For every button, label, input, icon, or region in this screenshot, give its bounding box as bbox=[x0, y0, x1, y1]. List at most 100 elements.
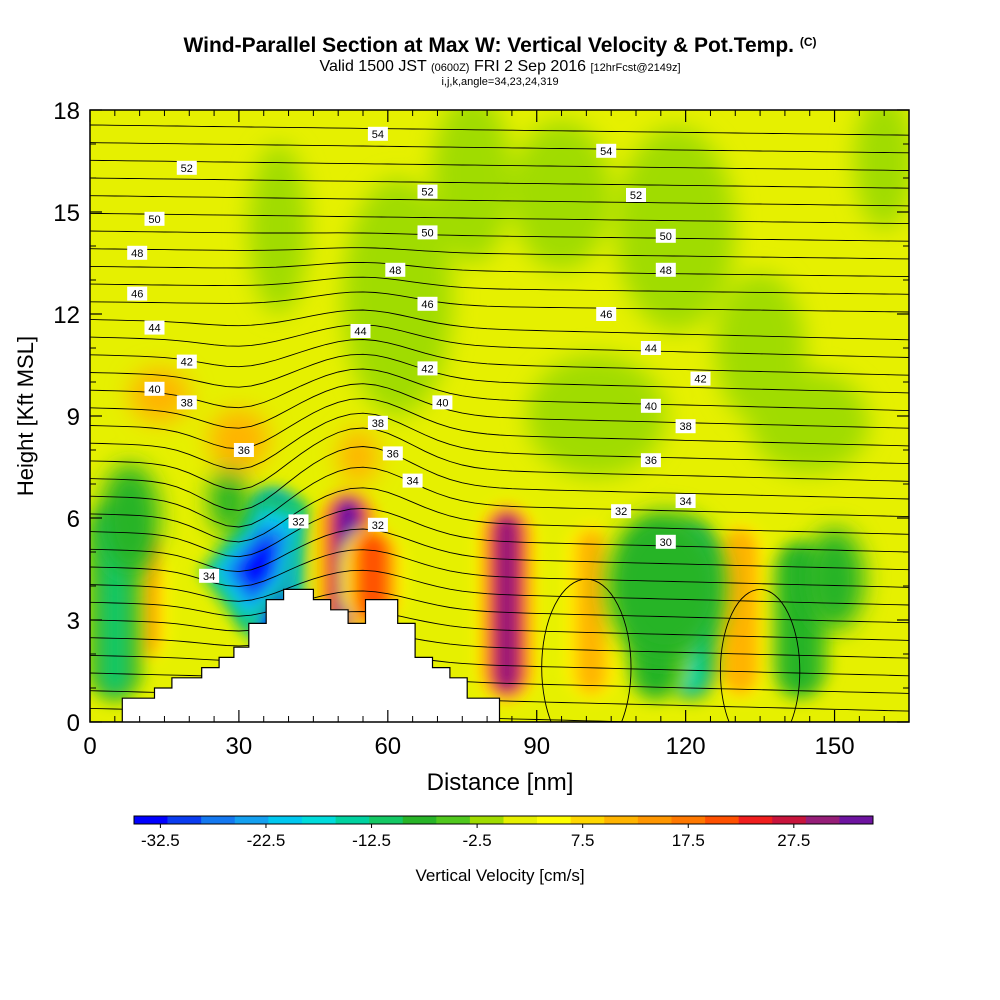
theta-contour-line bbox=[90, 309, 909, 341]
valid-time: Valid 1500 JST bbox=[319, 58, 427, 75]
x-tick-label: 30 bbox=[226, 733, 253, 760]
valid-date: FRI 2 Sep 2016 bbox=[473, 58, 587, 75]
colorbar-segment bbox=[469, 816, 504, 824]
contour-label-box bbox=[675, 494, 696, 508]
theta-contour-line bbox=[90, 291, 909, 313]
contour-label-text: 38 bbox=[372, 418, 384, 430]
contour-label-box bbox=[176, 354, 197, 369]
field-slant-layer bbox=[199, 490, 309, 634]
contour-label: 50 bbox=[655, 228, 676, 243]
theta-contour-line bbox=[90, 466, 909, 528]
x-tick-label: 90 bbox=[523, 733, 550, 760]
contour-label: 52 bbox=[176, 160, 197, 175]
theta-contour-line bbox=[90, 412, 909, 470]
contour-label-box bbox=[176, 160, 197, 175]
theta-contour-line bbox=[90, 398, 909, 450]
weak-downdraft-patch bbox=[526, 354, 666, 478]
theta-contour-line bbox=[90, 611, 909, 641]
updraft-patch bbox=[209, 409, 269, 471]
contour-label-text: 52 bbox=[421, 187, 433, 199]
velocity-core bbox=[729, 531, 752, 692]
contour-label-box bbox=[596, 143, 617, 158]
contour-label-text: 46 bbox=[131, 289, 143, 301]
contour-label-text: 48 bbox=[389, 265, 401, 277]
colorbar-segment bbox=[369, 816, 404, 824]
contour-label: 44 bbox=[144, 320, 165, 335]
contour-label-box bbox=[690, 371, 711, 386]
contour-label-text: 44 bbox=[148, 323, 160, 335]
contour-label-box bbox=[675, 419, 696, 434]
contour-label: 52 bbox=[626, 188, 646, 202]
colorbar-segment bbox=[839, 816, 874, 824]
downdraft-patch bbox=[209, 467, 249, 535]
x-axis-title: Distance [nm] bbox=[427, 769, 574, 796]
contour-label: 40 bbox=[640, 398, 661, 413]
contour-label-text: 42 bbox=[421, 363, 433, 375]
contour-label-text: 48 bbox=[131, 248, 143, 260]
contour-label-text: 36 bbox=[645, 455, 657, 467]
theta-contour-line bbox=[90, 276, 909, 295]
contour-label-text: 40 bbox=[436, 397, 448, 409]
contour-label-box bbox=[385, 262, 406, 277]
chart-subtitle: Valid 1500 JST (0600Z) FRI 2 Sep 2016 [1… bbox=[0, 58, 1000, 76]
contour-label: 34 bbox=[675, 494, 696, 508]
colorbar-segment bbox=[436, 816, 471, 824]
contour-label-text: 32 bbox=[372, 520, 384, 532]
contour-label: 34 bbox=[402, 473, 423, 488]
contour-label: 48 bbox=[655, 262, 676, 277]
colorbar-segment bbox=[301, 816, 336, 824]
grid-indices: i,j,k,angle=34,23,24,319 bbox=[441, 76, 559, 88]
colorbar-segment bbox=[604, 816, 639, 824]
contour-label-text: 40 bbox=[148, 384, 160, 396]
y-tick-label: 18 bbox=[53, 98, 80, 125]
contour-label-box bbox=[417, 296, 438, 311]
contour-label-box bbox=[233, 443, 254, 457]
forecast-info: [12hrFcst@2149z] bbox=[590, 62, 681, 74]
contour-label: 34 bbox=[199, 568, 220, 583]
weak-downdraft-patch bbox=[248, 144, 309, 314]
colorbar-segment bbox=[805, 816, 840, 824]
contour-label-box bbox=[417, 225, 438, 240]
theta-contour-line bbox=[90, 261, 909, 278]
colorbar-segment bbox=[268, 816, 303, 824]
contour-label-text: 40 bbox=[645, 401, 657, 413]
colorbar: -32.5 -22.5 -12.5 -2.5 7.5 17.5 27.5 bbox=[133, 815, 874, 850]
contour-label-box bbox=[432, 395, 453, 410]
colorbar-tick-label: -22.5 bbox=[247, 831, 286, 850]
contour-label: 36 bbox=[233, 443, 254, 457]
theta-contour-line bbox=[90, 247, 909, 260]
contour-label-box bbox=[350, 324, 371, 338]
contour-label-box bbox=[640, 341, 661, 355]
theta-contour-line bbox=[90, 507, 909, 558]
contour-label-text: 42 bbox=[694, 374, 706, 386]
weak-downdraft-patch bbox=[750, 371, 870, 474]
theta-contour-line bbox=[90, 353, 909, 394]
colorbar-title: Vertical Velocity [cm/s] bbox=[415, 866, 584, 885]
theta-contour-line bbox=[90, 177, 909, 189]
contour-label-box bbox=[596, 307, 617, 321]
contour-label-box bbox=[655, 534, 676, 549]
theta-contour-line bbox=[90, 528, 909, 573]
contour-label: 54 bbox=[367, 126, 388, 141]
weak-downdraft-patch bbox=[432, 110, 512, 263]
y-tick-label: 3 bbox=[67, 608, 80, 635]
x-tick-label: 120 bbox=[666, 733, 706, 760]
colorbar-tick-label: 17.5 bbox=[672, 831, 705, 850]
contour-label-text: 50 bbox=[421, 227, 433, 239]
contour-label-box bbox=[127, 245, 148, 260]
chart-title-text: Wind-Parallel Section at Max W: Vertical… bbox=[183, 34, 794, 57]
contour-label: 44 bbox=[350, 324, 371, 338]
contour-label-box bbox=[402, 473, 423, 488]
terrain-profile bbox=[90, 588, 909, 722]
contour-label: 48 bbox=[127, 245, 148, 260]
colorbar-segment bbox=[234, 816, 269, 824]
colorbar-segment bbox=[772, 816, 807, 824]
contour-label: 52 bbox=[417, 184, 438, 199]
x-tick-label: 150 bbox=[815, 733, 855, 760]
colorbar-segment bbox=[705, 816, 739, 824]
contour-label-text: 50 bbox=[148, 214, 160, 226]
contour-label-box bbox=[640, 453, 661, 468]
contour-label-box bbox=[144, 320, 165, 335]
theta-contour-line bbox=[90, 195, 909, 207]
contour-label: 36 bbox=[640, 453, 661, 468]
